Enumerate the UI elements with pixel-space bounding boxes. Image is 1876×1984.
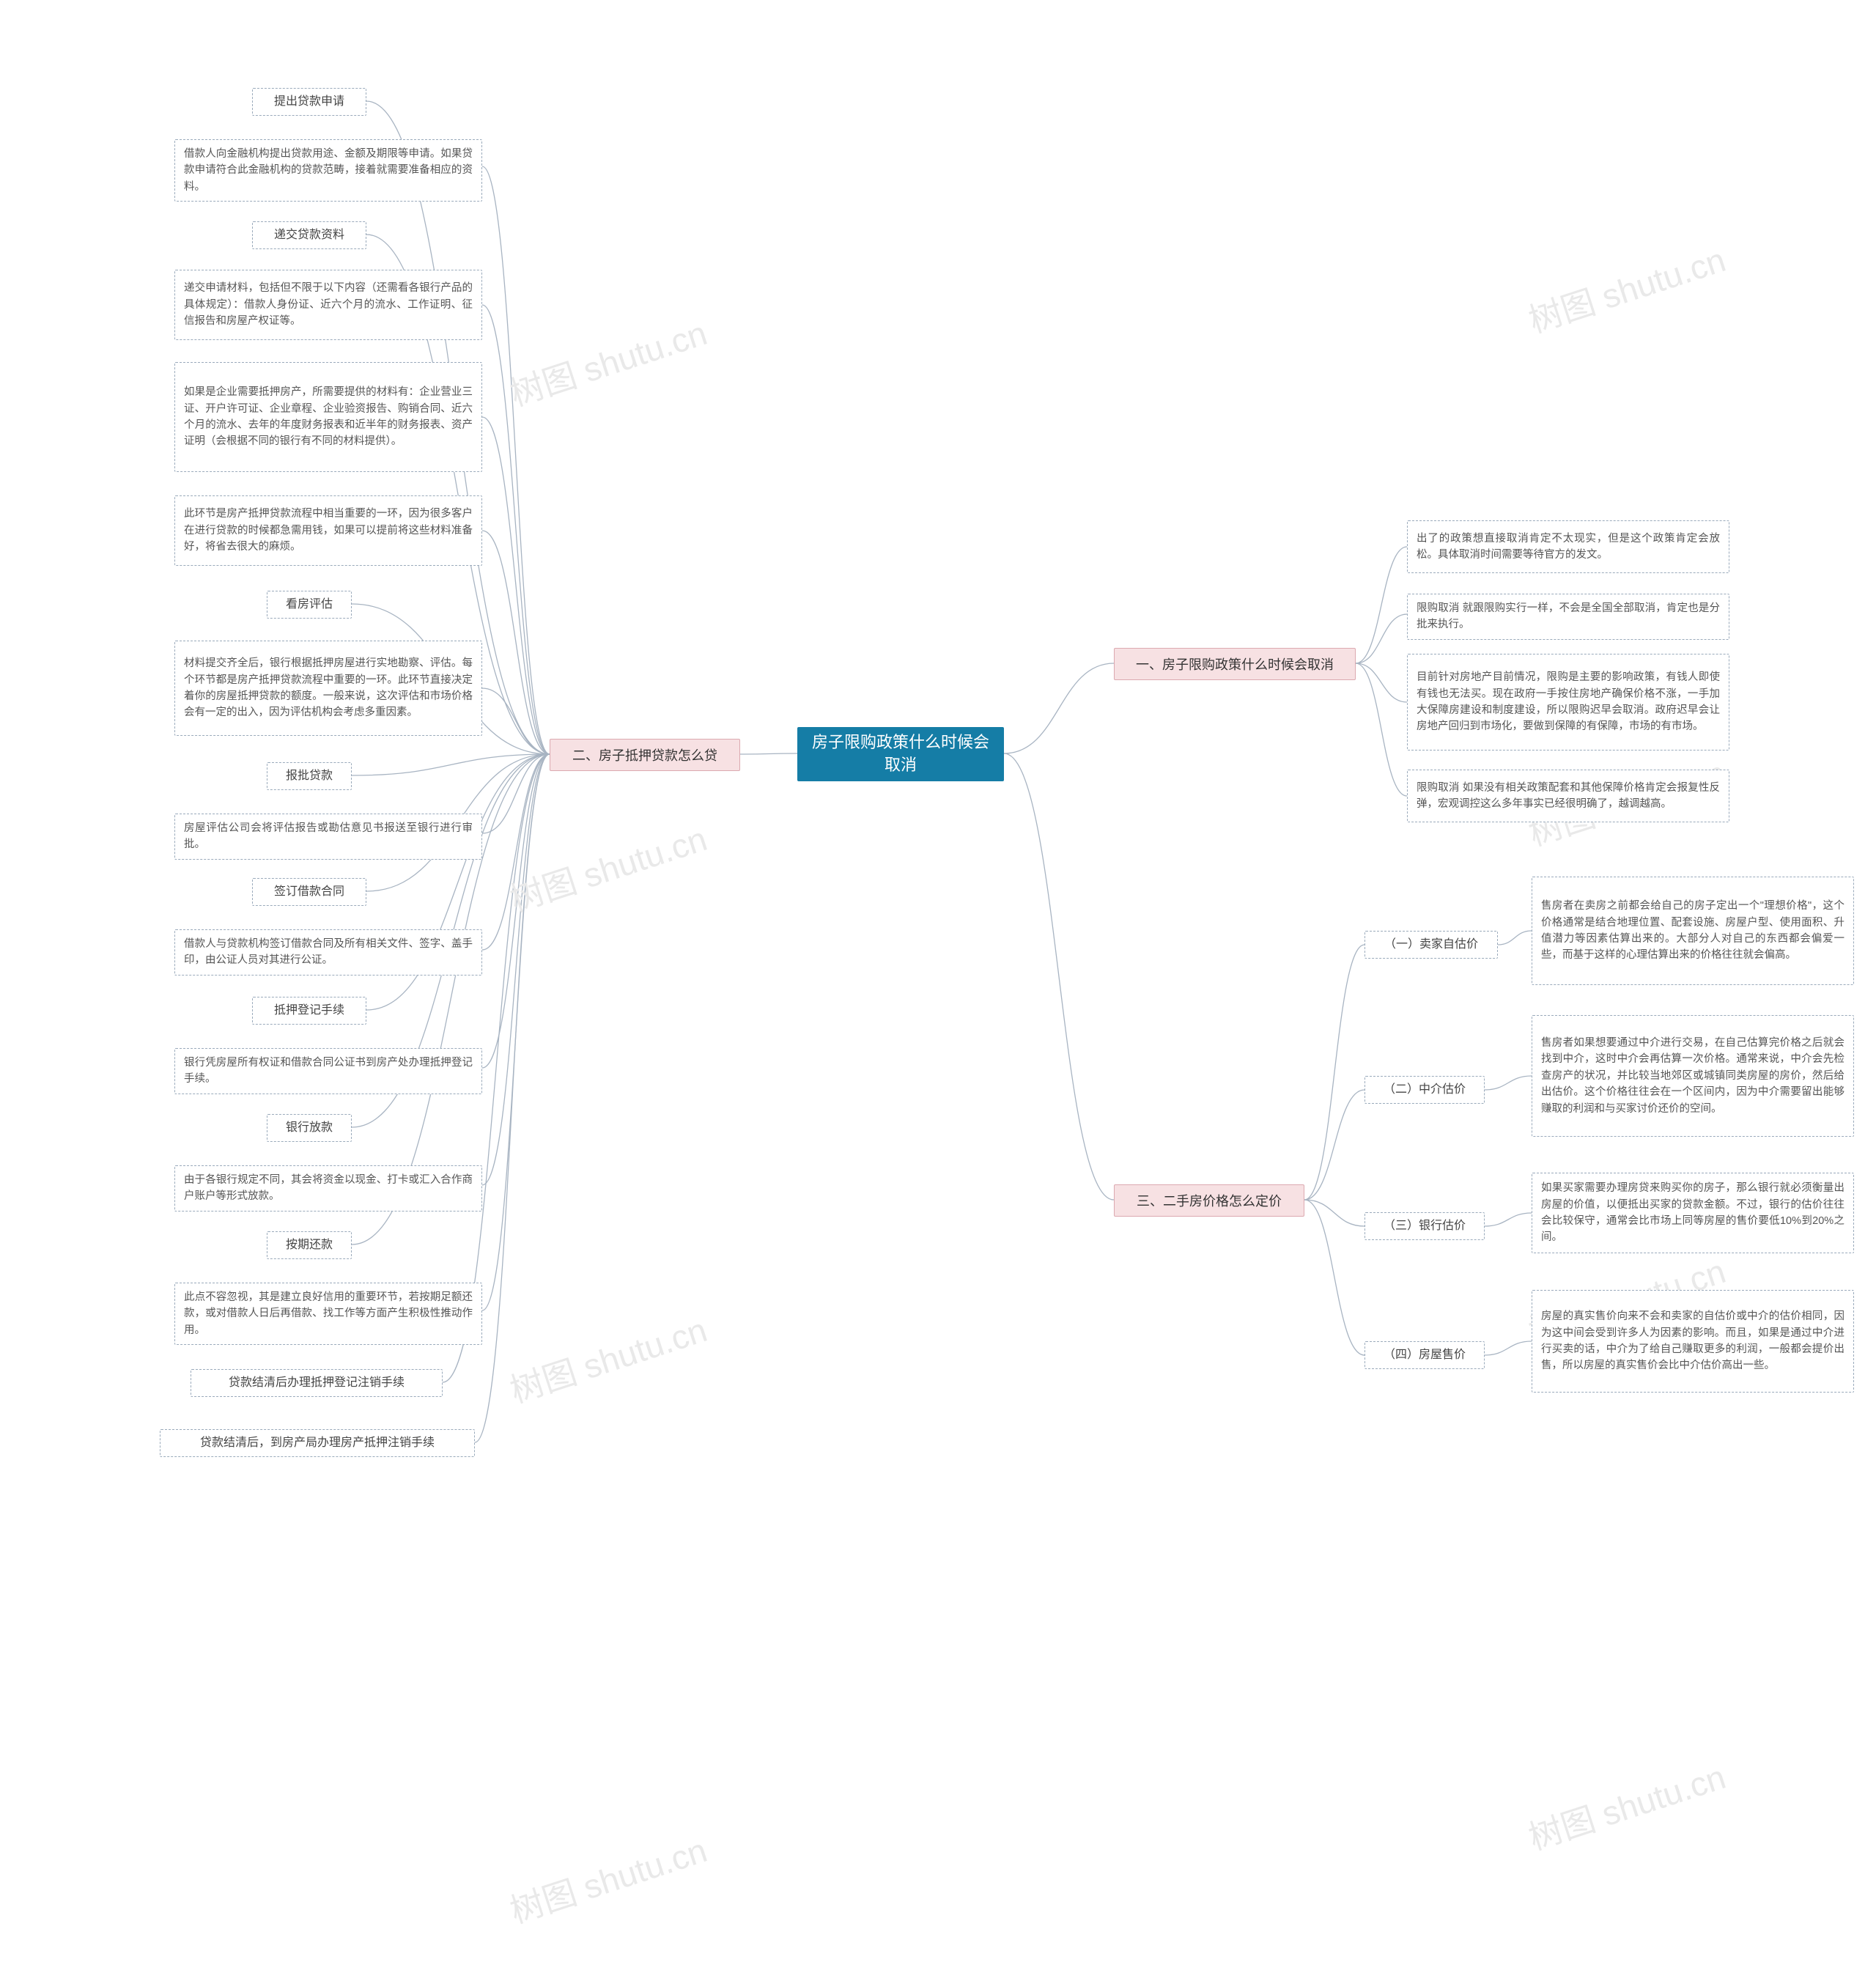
leaf-b1l3: 目前针对房地产目前情况，限购是主要的影响政策，有钱人即使有钱也无法买。现在政府一…	[1407, 654, 1729, 751]
watermark: 树图 shutu.cn	[503, 307, 712, 416]
group-title-g9: 贷款结清后办理抵押登记注销手续	[191, 1369, 443, 1397]
leaf-b3s3l: 如果买家需要办理房贷来购买你的房子，那么银行就必须衡量出房屋的价值，以便抵出买家…	[1532, 1173, 1854, 1253]
branch-b2: 二、房子抵押贷款怎么贷	[550, 739, 740, 771]
leaf-g3l1: 材料提交齐全后，银行根据抵押房屋进行实地勘察、评估。每个环节都是房产抵押贷款流程…	[174, 641, 482, 736]
leaf-b1l1: 出了的政策想直接取消肯定不太现实，但是这个政策肯定会放松。具体取消时间需要等待官…	[1407, 520, 1729, 573]
branch-b1: 一、房子限购政策什么时候会取消	[1114, 648, 1356, 680]
leaf-b1l2: 限购取消 就跟限购实行一样，不会是全国全部取消，肯定也是分批来执行。	[1407, 594, 1729, 640]
leaf-g1l1: 借款人向金融机构提出贷款用途、金额及期限等申请。如果贷款申请符合此金融机构的贷款…	[174, 139, 482, 202]
group-title-g4: 报批贷款	[267, 762, 352, 790]
sub-b3s4: （四）房屋售价	[1364, 1341, 1485, 1369]
group-title-g6: 抵押登记手续	[252, 997, 366, 1025]
group-title-g2: 递交贷款资料	[252, 221, 366, 249]
leaf-g2l1: 递交申请材料，包括但不限于以下内容（还需看各银行产品的具体规定）：借款人身份证、…	[174, 270, 482, 340]
sub-b3s3: （三）银行估价	[1364, 1212, 1485, 1240]
group-title-g10: 贷款结清后，到房产局办理房产抵押注销手续	[160, 1429, 475, 1457]
mindmap-stage: 树图 shutu.cn 树图 shutu.cn 树图 shutu.cn 树图 shut…	[0, 0, 1876, 1984]
watermark: 树图 shutu.cn	[1522, 1751, 1731, 1860]
watermark: 树图 shutu.cn	[503, 813, 712, 922]
root-node: 房子限购政策什么时候会 取消	[797, 727, 1004, 781]
group-title-g7: 银行放款	[267, 1114, 352, 1142]
group-title-g3: 看房评估	[267, 591, 352, 619]
leaf-g5l1: 借款人与贷款机构签订借款合同及所有相关文件、签字、盖手印，由公证人员对其进行公证…	[174, 929, 482, 976]
leaf-g2l3: 此环节是房产抵押贷款流程中相当重要的一环，因为很多客户在进行贷款的时候都急需用钱…	[174, 495, 482, 566]
leaf-b3s1l: 售房者在卖房之前都会给自己的房子定出一个"理想价格"，这个价格通常是结合地理位置…	[1532, 877, 1854, 985]
leaf-g8l1: 此点不容忽视，其是建立良好信用的重要环节，若按期足额还款，或对借款人日后再借款、…	[174, 1283, 482, 1345]
leaf-g6l1: 银行凭房屋所有权证和借款合同公证书到房产处办理抵押登记手续。	[174, 1048, 482, 1094]
leaf-g2l2: 如果是企业需要抵押房产，所需要提供的材料有：企业营业三证、开户许可证、企业章程、…	[174, 362, 482, 472]
sub-b3s2: （二）中介估价	[1364, 1076, 1485, 1104]
group-title-g1: 提出贷款申请	[252, 88, 366, 116]
leaf-b3s2l: 售房者如果想要通过中介进行交易，在自己估算完价格之后就会找到中介，这时中介会再估…	[1532, 1015, 1854, 1137]
leaf-g7l1: 由于各银行规定不同，其会将资金以现金、打卡或汇入合作商户账户等形式放款。	[174, 1165, 482, 1212]
sub-b3s1: （一）卖家自估价	[1364, 931, 1498, 959]
branch-b3: 三、二手房价格怎么定价	[1114, 1184, 1304, 1217]
leaf-b3s4l: 房屋的真实售价向来不会和卖家的自估价或中介的估价相同，因为这中间会受到许多人为因…	[1532, 1290, 1854, 1393]
leaf-g4l1: 房屋评估公司会将评估报告或勘估意见书报送至银行进行审批。	[174, 814, 482, 860]
group-title-g5: 签订借款合同	[252, 878, 366, 906]
watermark: 树图 shutu.cn	[503, 1824, 712, 1933]
leaf-b1l4: 限购取消 如果没有相关政策配套和其他保障价格肯定会报复性反弹，宏观调控这么多年事…	[1407, 770, 1729, 822]
group-title-g8: 按期还款	[267, 1231, 352, 1259]
watermark: 树图 shutu.cn	[1522, 234, 1731, 343]
watermark: 树图 shutu.cn	[503, 1304, 712, 1413]
